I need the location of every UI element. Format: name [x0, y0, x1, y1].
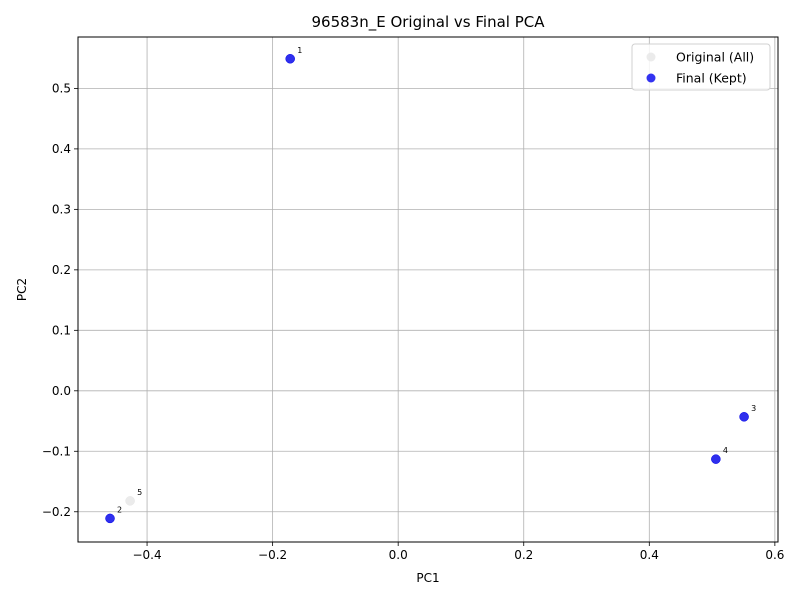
point-label: 3 — [751, 404, 756, 413]
y-tick-label: −0.1 — [42, 444, 71, 458]
chart-title: 96583n_E Original vs Final PCA — [311, 13, 545, 32]
axis-ticks: −0.4 −0.2 0.0 0.2 0.4 0.6 −0.2 −0.1 0.0 0.1 0.2 0.3… — [42, 81, 785, 562]
y-tick-label: 0.5 — [52, 81, 71, 95]
legend: Original (All) Final (Kept) — [631, 43, 771, 91]
x-tick-label: 0.4 — [640, 548, 659, 562]
data-point — [285, 54, 295, 64]
y-axis-label: PC2 — [15, 278, 29, 301]
x-tick-label: 0.2 — [514, 548, 533, 562]
plot-frame — [77, 36, 779, 543]
point-label: 2 — [117, 505, 122, 514]
y-tick-label: 0.2 — [52, 263, 71, 277]
series-final — [105, 54, 749, 524]
data-point — [739, 412, 749, 422]
data-point — [125, 496, 135, 506]
legend-entry: Original (All) — [676, 50, 754, 65]
point-label: 5 — [137, 488, 142, 497]
data-points: 1 2 3 4 5 — [105, 46, 756, 524]
x-tick-label: 0.6 — [765, 548, 784, 562]
x-tick-label: 0.0 — [389, 548, 408, 562]
y-tick-label: 0.0 — [52, 384, 71, 398]
legend-box — [631, 43, 771, 91]
y-tick-label: 0.4 — [52, 142, 71, 156]
point-label: 4 — [723, 446, 728, 455]
y-tick-label: 0.1 — [52, 323, 71, 337]
legend-entry: Final (Kept) — [676, 71, 747, 86]
legend-marker — [646, 73, 656, 83]
x-tick-label: −0.4 — [132, 548, 161, 562]
x-tick-label: −0.2 — [258, 548, 287, 562]
grid-lines — [78, 37, 778, 542]
data-point — [105, 513, 115, 524]
point-label: 1 — [297, 46, 302, 55]
data-point — [711, 454, 721, 464]
y-tick-label: 0.3 — [52, 202, 71, 216]
legend-marker — [646, 52, 656, 62]
y-tick-label: −0.2 — [42, 505, 71, 519]
x-axis-label: PC1 — [416, 571, 439, 585]
